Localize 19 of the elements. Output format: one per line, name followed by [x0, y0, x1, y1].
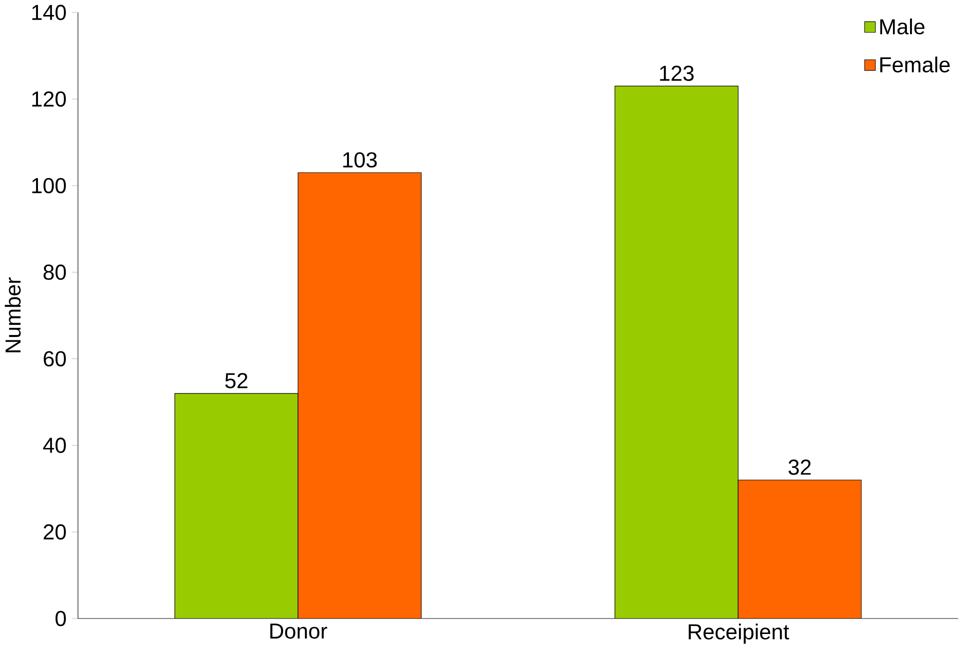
y-tick-label: 20	[44, 524, 66, 540]
legend-label: Male	[880, 18, 924, 35]
x-tick-label: Donor	[270, 624, 328, 639]
y-tick-label: 40	[43, 438, 66, 454]
legend-label: Female	[880, 56, 950, 73]
data-label: 103	[343, 152, 377, 168]
y-tick-label: 140	[32, 5, 66, 20]
data-label: 52	[225, 373, 248, 389]
bar	[298, 172, 422, 619]
y-tick-label: 120	[32, 92, 66, 107]
bar	[738, 480, 862, 619]
y-tick-label: 60	[44, 351, 66, 367]
data-label: 123	[660, 66, 694, 82]
y-tick-label: 100	[32, 178, 66, 194]
y-tick-label: 80	[44, 264, 66, 280]
y-tick-label: 0	[56, 611, 66, 626]
x-tick-label: Receipient	[688, 624, 790, 644]
y-axis-title: Number	[4, 278, 21, 352]
data-label: 32	[788, 460, 811, 476]
